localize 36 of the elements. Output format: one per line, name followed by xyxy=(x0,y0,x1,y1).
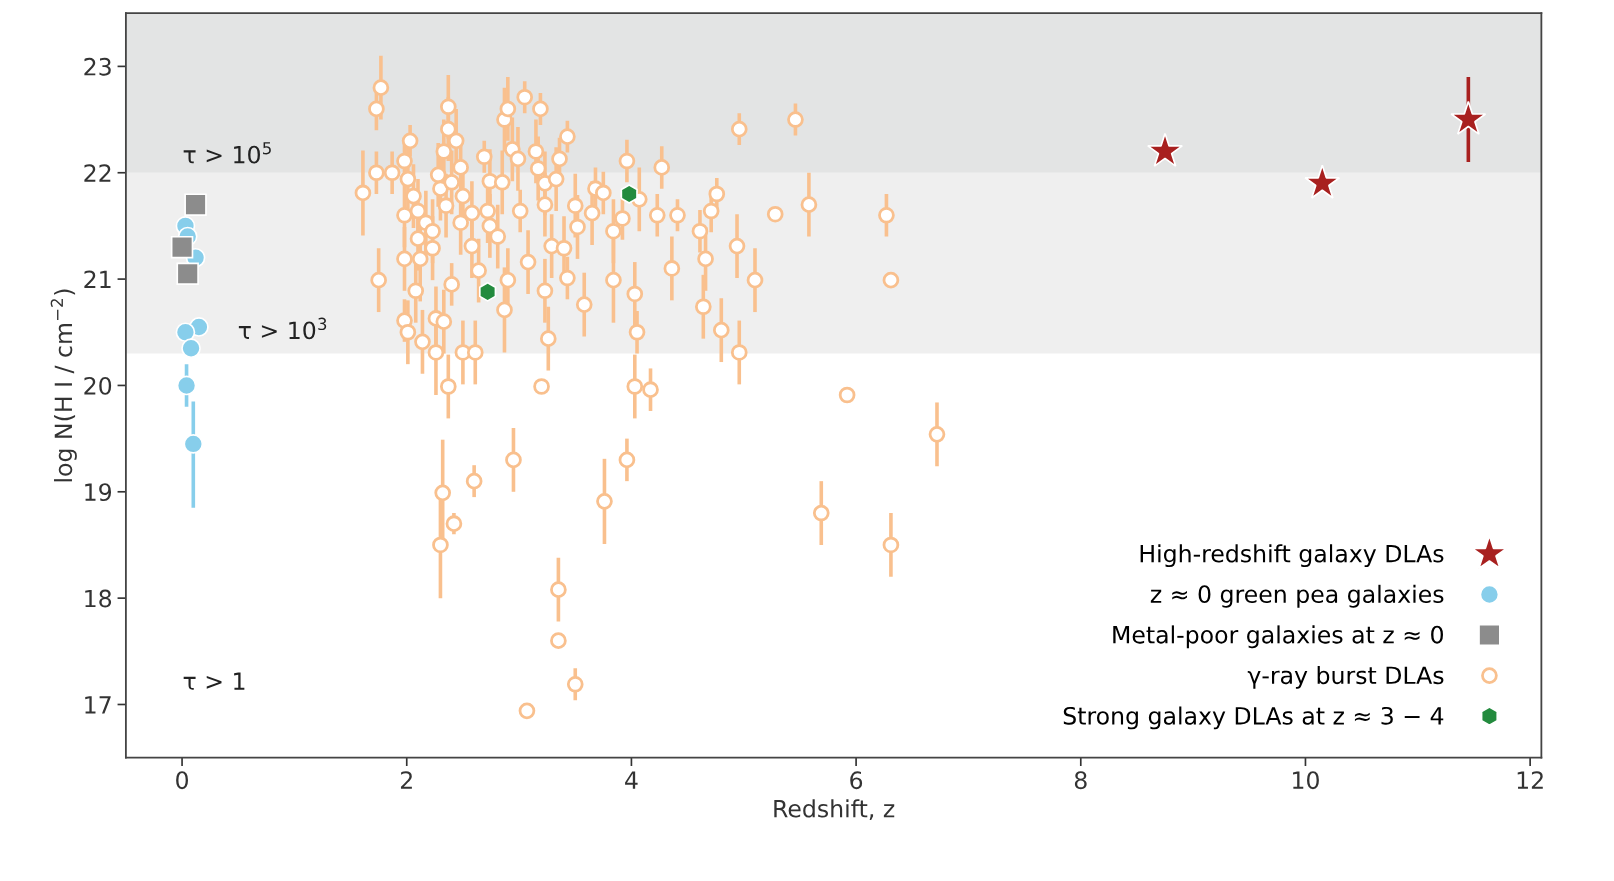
x-axis-title: Redshift, z xyxy=(774,799,895,820)
x-tick-label: 4 xyxy=(625,771,638,789)
legend-label: z ≈ 0 green pea galaxies xyxy=(1150,584,1444,608)
y-tick-label: 21 xyxy=(84,270,111,289)
point xyxy=(1450,100,1487,136)
y-tick-label: 22 xyxy=(84,164,111,182)
point xyxy=(176,262,199,286)
point xyxy=(175,322,196,343)
legend-label: Strong galaxy DLAs at z ≈ 3 − 4 xyxy=(1063,706,1444,730)
y-tick-label: 23 xyxy=(84,57,111,76)
point xyxy=(183,434,204,454)
legend-label: Metal-poor galaxies at z ≈ 0 xyxy=(1113,625,1443,649)
annotation: τ > 10$^{5}$ xyxy=(183,142,271,164)
legend-label: High-redshift galaxy DLAs xyxy=(1140,544,1444,568)
point xyxy=(620,184,638,204)
point xyxy=(170,235,194,259)
legend-label: γ-ray burst DLAs xyxy=(1247,665,1444,689)
y-tick-label: 17 xyxy=(85,696,111,714)
x-tick-label: 6 xyxy=(850,771,863,790)
y-tick-label: 20 xyxy=(84,376,112,395)
point xyxy=(478,281,497,302)
annotation: τ > 10$^{3}$ xyxy=(238,317,327,340)
point xyxy=(181,338,201,359)
annotation: τ > 1 xyxy=(183,672,245,690)
y-axis-title: log N(H I / cm$^{−2}$) xyxy=(50,289,77,482)
point xyxy=(176,375,197,396)
point xyxy=(184,193,207,216)
y-tick-label: 19 xyxy=(85,483,112,502)
x-tick-label: 8 xyxy=(1074,771,1087,790)
y-tick-label: 18 xyxy=(85,589,112,608)
x-tick-label: 10 xyxy=(1293,771,1319,790)
point xyxy=(1304,164,1341,199)
point xyxy=(1147,132,1184,167)
x-tick-label: 12 xyxy=(1517,771,1543,789)
x-tick-label: 0 xyxy=(176,771,189,790)
x-tick-label: 2 xyxy=(400,771,412,789)
